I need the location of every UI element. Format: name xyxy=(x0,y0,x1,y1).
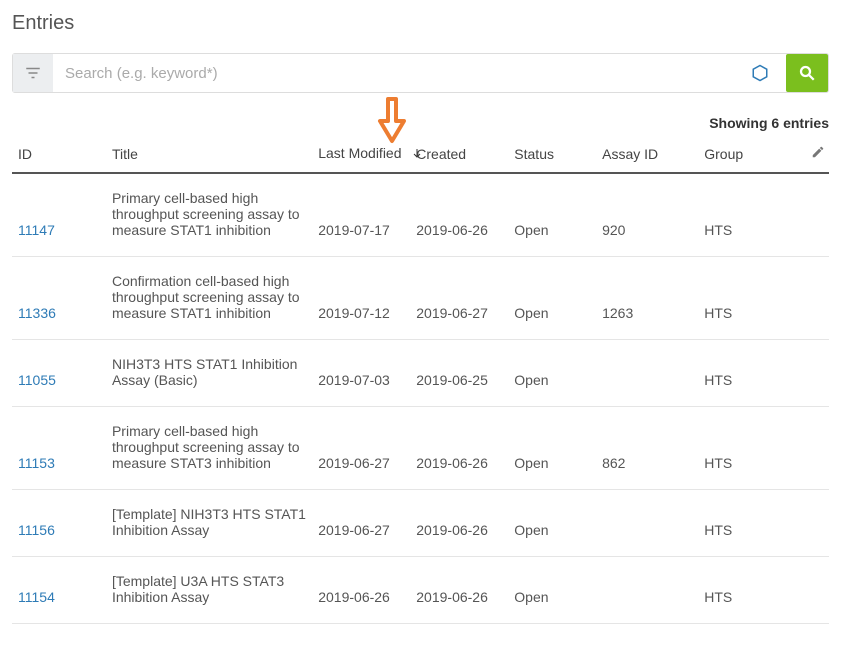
cell-id: 11156 xyxy=(12,490,106,557)
table-row: 11055 NIH3T3 HTS STAT1 Inhibition Assay (… xyxy=(12,340,829,407)
filter-button[interactable] xyxy=(13,54,53,92)
cell-id: 11055 xyxy=(12,340,106,407)
cell-group: HTS xyxy=(698,490,796,557)
cell-created: 2019-06-26 xyxy=(410,490,508,557)
cell-status: Open xyxy=(508,257,596,340)
table-row: 11147 Primary cell-based high throughput … xyxy=(12,173,829,257)
cell-assay: 862 xyxy=(596,407,698,490)
entry-link[interactable]: 11156 xyxy=(18,522,55,538)
cell-edit xyxy=(796,173,829,257)
cell-assay xyxy=(596,340,698,407)
cell-status: Open xyxy=(508,173,596,257)
cell-title: NIH3T3 HTS STAT1 Inhibition Assay (Basic… xyxy=(106,340,312,407)
col-header-status[interactable]: Status xyxy=(508,137,596,173)
col-header-id[interactable]: ID xyxy=(12,137,106,173)
settings-button[interactable] xyxy=(740,54,780,92)
cell-modified: 2019-06-26 xyxy=(312,557,410,624)
hexagon-icon xyxy=(751,64,769,82)
cell-modified: 2019-06-27 xyxy=(312,490,410,557)
cell-modified: 2019-07-17 xyxy=(312,173,410,257)
search-button[interactable] xyxy=(786,54,828,92)
cell-modified: 2019-07-03 xyxy=(312,340,410,407)
entry-link[interactable]: 11055 xyxy=(18,372,56,388)
cell-modified: 2019-07-12 xyxy=(312,257,410,340)
cell-edit xyxy=(796,257,829,340)
entries-table: ID Title Last Modified Created Status As… xyxy=(12,137,829,624)
cell-status: Open xyxy=(508,557,596,624)
entry-link[interactable]: 11336 xyxy=(18,305,56,321)
cell-assay xyxy=(596,557,698,624)
entry-link[interactable]: 11147 xyxy=(18,222,55,238)
search-bar xyxy=(12,53,829,93)
cell-created: 2019-06-26 xyxy=(410,407,508,490)
table-row: 11156 [Template] NIH3T3 HTS STAT1 Inhibit… xyxy=(12,490,829,557)
cell-created: 2019-06-25 xyxy=(410,340,508,407)
cell-title: Primary cell-based high throughput scree… xyxy=(106,173,312,257)
cell-title: [Template] U3A HTS STAT3 Inhibition Assa… xyxy=(106,557,312,624)
cell-title: [Template] NIH3T3 HTS STAT1 Inhibition A… xyxy=(106,490,312,557)
cell-group: HTS xyxy=(698,257,796,340)
cell-assay: 920 xyxy=(596,173,698,257)
cell-edit xyxy=(796,557,829,624)
cell-id: 11336 xyxy=(12,257,106,340)
annotation-arrow xyxy=(374,97,410,148)
cell-title: Primary cell-based high throughput scree… xyxy=(106,407,312,490)
cell-created: 2019-06-27 xyxy=(410,257,508,340)
cell-edit xyxy=(796,407,829,490)
cell-id: 11154 xyxy=(12,557,106,624)
col-header-edit[interactable] xyxy=(796,137,829,173)
showing-count: Showing 6 entries xyxy=(12,115,829,131)
pencil-icon xyxy=(811,145,825,159)
cell-id: 11153 xyxy=(12,407,106,490)
search-input[interactable] xyxy=(53,54,740,92)
cell-status: Open xyxy=(508,407,596,490)
table-row: 11153 Primary cell-based high throughput … xyxy=(12,407,829,490)
col-header-title[interactable]: Title xyxy=(106,137,312,173)
page-title: Entries xyxy=(12,12,829,35)
entry-link[interactable]: 11154 xyxy=(18,589,55,605)
col-header-created[interactable]: Created xyxy=(410,137,508,173)
entry-link[interactable]: 11153 xyxy=(18,455,55,471)
cell-status: Open xyxy=(508,490,596,557)
cell-edit xyxy=(796,340,829,407)
cell-assay: 1263 xyxy=(596,257,698,340)
cell-assay xyxy=(596,490,698,557)
cell-edit xyxy=(796,490,829,557)
cell-group: HTS xyxy=(698,340,796,407)
cell-status: Open xyxy=(508,340,596,407)
cell-group: HTS xyxy=(698,407,796,490)
col-header-group[interactable]: Group xyxy=(698,137,796,173)
search-icon xyxy=(798,64,816,82)
cell-title: Confirmation cell-based high throughput … xyxy=(106,257,312,340)
cell-created: 2019-06-26 xyxy=(410,173,508,257)
cell-group: HTS xyxy=(698,557,796,624)
table-row: 11336 Confirmation cell-based high throug… xyxy=(12,257,829,340)
cell-created: 2019-06-26 xyxy=(410,557,508,624)
cell-modified: 2019-06-27 xyxy=(312,407,410,490)
table-row: 11154 [Template] U3A HTS STAT3 Inhibition… xyxy=(12,557,829,624)
cell-group: HTS xyxy=(698,173,796,257)
filter-icon xyxy=(24,64,42,82)
cell-id: 11147 xyxy=(12,173,106,257)
col-header-assay[interactable]: Assay ID xyxy=(596,137,698,173)
